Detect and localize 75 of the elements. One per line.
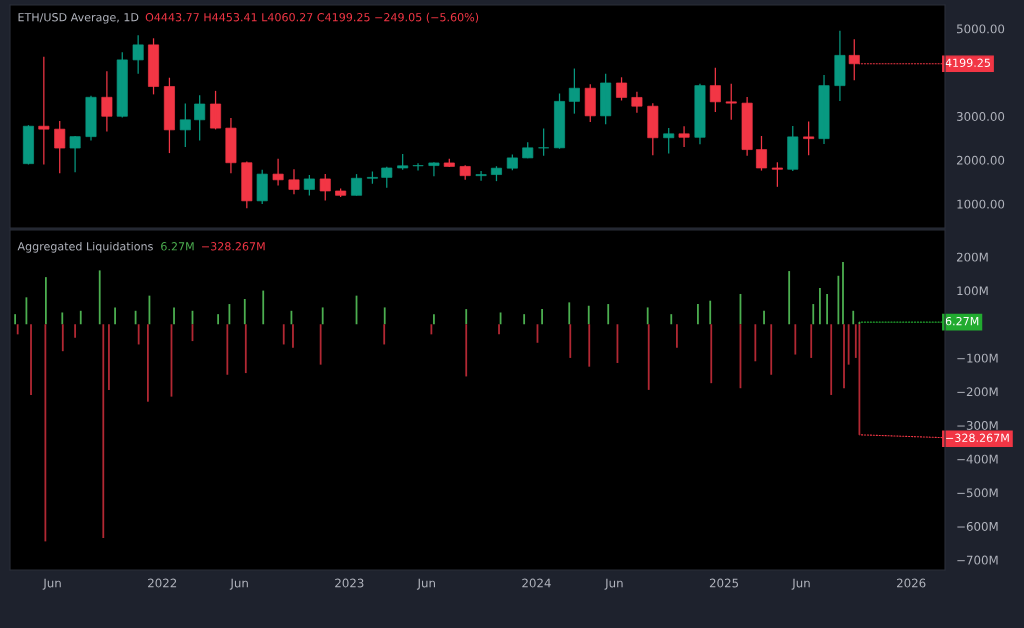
- x-tick-label: Jun: [791, 578, 810, 590]
- candlestick: [694, 83, 706, 145]
- candlestick: [663, 127, 675, 155]
- y-tick-label: 100M: [957, 286, 988, 296]
- candlestick: [475, 170, 487, 182]
- annotation: 6.27M: [161, 242, 194, 251]
- candlestick: [834, 30, 846, 102]
- annotation: 6.27M: [945, 316, 979, 326]
- x-tick-label: 2026: [897, 578, 926, 588]
- candlestick: [288, 168, 300, 195]
- candlestick: [303, 174, 315, 197]
- y-tick-label: −500M: [957, 488, 998, 498]
- y-tick-label: −200M: [957, 387, 998, 397]
- candlestick: [709, 67, 721, 113]
- x-tick-label: 2023: [335, 578, 364, 588]
- annotation: −328.267M: [202, 242, 265, 251]
- candlestick: [163, 77, 175, 154]
- candlestick: [210, 90, 222, 131]
- x-tick-label: 2024: [522, 578, 551, 588]
- candlestick: [101, 70, 113, 133]
- candlestick: [132, 34, 144, 75]
- candlestick: [616, 76, 628, 102]
- x-tick-label: Jun: [229, 578, 248, 590]
- candlestick: [194, 94, 206, 142]
- y-tick-label: 200M: [956, 252, 988, 262]
- candlestick: [568, 67, 580, 115]
- candlestick: [428, 161, 440, 177]
- candlestick: [272, 158, 284, 187]
- x-tick-label: 2022: [148, 578, 177, 588]
- x-tick-label: Jun: [604, 578, 623, 590]
- candlestick: [818, 74, 830, 145]
- candlestick: [351, 173, 362, 197]
- candlestick: [803, 120, 815, 156]
- candlestick: [600, 73, 612, 125]
- candlestick: [412, 162, 424, 172]
- candlestick: [319, 173, 331, 202]
- candlestick: [148, 37, 160, 96]
- x-tick-label: Jun: [42, 578, 61, 590]
- candlestick: [69, 135, 81, 173]
- y-tick-label: 5000.00: [957, 24, 1005, 34]
- candlestick: [725, 83, 737, 121]
- candlestick: [538, 127, 550, 157]
- candlestick: [179, 102, 191, 148]
- x-tick-label: 2025: [709, 578, 739, 588]
- annotation: −328.267M: [946, 433, 1009, 443]
- candlestick: [631, 91, 643, 114]
- y-tick-label: −100M: [957, 353, 998, 363]
- candlestick: [554, 92, 565, 150]
- candlestick: [771, 161, 783, 188]
- text: Aggregated Liquidations: [17, 241, 153, 253]
- candlestick: [116, 51, 128, 119]
- y-tick-label: −700M: [957, 555, 998, 565]
- candlestick: [741, 96, 753, 157]
- candlestick: [85, 95, 97, 142]
- candlestick: [787, 125, 799, 172]
- candlestick: [22, 124, 34, 166]
- y-tick-label: 3000.00: [957, 112, 1005, 121]
- y-tick-label: −400M: [957, 454, 998, 464]
- candlestick: [241, 160, 253, 209]
- text: ETH/USD Average, 1D: [18, 13, 139, 24]
- candlestick: [256, 169, 268, 205]
- candlestick: [38, 56, 50, 166]
- candlestick: [225, 117, 237, 174]
- candlestick: [54, 120, 66, 174]
- y-tick-label: −600M: [957, 521, 998, 531]
- y-tick-label: 1000.00: [957, 199, 1005, 209]
- text: O4443.77 H4453.41 L4060.27 C4199.25 −249.05 (−5.60%): [145, 12, 479, 23]
- y-tick-label: 2000.00: [956, 155, 1005, 165]
- candlestick: [381, 166, 393, 189]
- y-tick-label: −300M: [957, 420, 998, 430]
- candlestick: [756, 135, 767, 172]
- candlestick: [647, 102, 659, 156]
- candlestick: [584, 83, 596, 123]
- x-tick-label: Jun: [416, 578, 435, 590]
- candlestick: [678, 125, 690, 148]
